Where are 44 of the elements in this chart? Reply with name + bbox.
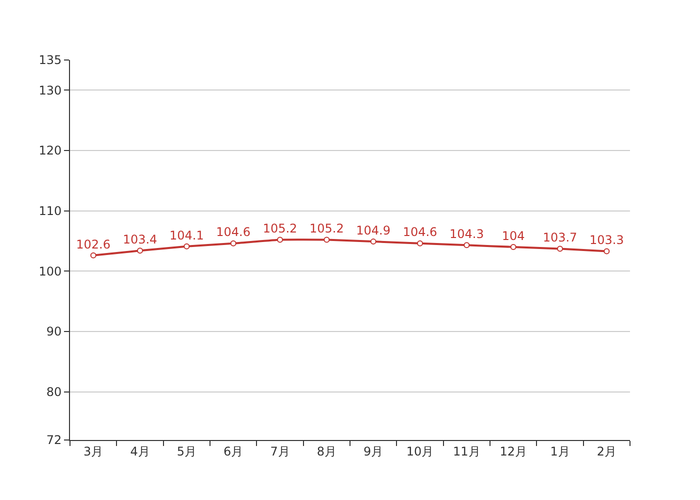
point (230, 240, 236, 246)
x-tick-label: 11月 (453, 444, 480, 458)
x-tick-label: 6月 (224, 444, 244, 458)
y-tick-label: 130 (38, 83, 62, 98)
point (184, 243, 190, 250)
y-tick-label: 100 (38, 264, 62, 278)
y-tick-label: 90 (46, 324, 62, 339)
y-tick-label: 80 (46, 384, 62, 399)
data-label: 104.3 (449, 227, 484, 242)
data-label: 102.6 (76, 237, 111, 252)
data-label: 105.2 (309, 222, 344, 236)
data-label: 104.1 (169, 228, 204, 242)
data-label: 103.3 (589, 233, 624, 248)
y-tick-label: 135 (38, 53, 62, 68)
point (417, 240, 423, 246)
x-tick-label: 12月 (500, 444, 527, 458)
point (510, 244, 516, 250)
y-tick-label: 120 (38, 144, 62, 158)
data-label: 104.6 (402, 225, 438, 240)
x-tick-label: 7月 (270, 444, 290, 458)
point (90, 252, 96, 258)
point (277, 236, 283, 243)
data-label: 103.4 (122, 232, 158, 246)
x-tick-label: 3月 (84, 444, 104, 458)
y-tick-label: 110 (38, 204, 62, 218)
x-tick-label: 1月 (550, 444, 570, 458)
data-label: 104.9 (356, 223, 391, 238)
point (324, 236, 330, 243)
point (370, 238, 376, 245)
point (557, 246, 563, 252)
x-tick-label: 4月 (130, 444, 150, 458)
data-label: 105.2 (262, 222, 298, 236)
data-label: 103.7 (542, 230, 578, 245)
point (137, 248, 143, 254)
point (604, 248, 610, 254)
x-tick-label: 2月 (596, 444, 616, 458)
point (464, 242, 470, 248)
x-tick-label: 8月 (316, 444, 336, 458)
y-tick-label: 72 (46, 433, 62, 448)
data-label: 104.6 (216, 225, 251, 240)
x-tick-label: 5月 (176, 444, 196, 458)
data-label: 104 (502, 228, 525, 243)
x-tick-label: 9月 (364, 444, 384, 458)
x-tick-label: 10月 (406, 444, 434, 458)
